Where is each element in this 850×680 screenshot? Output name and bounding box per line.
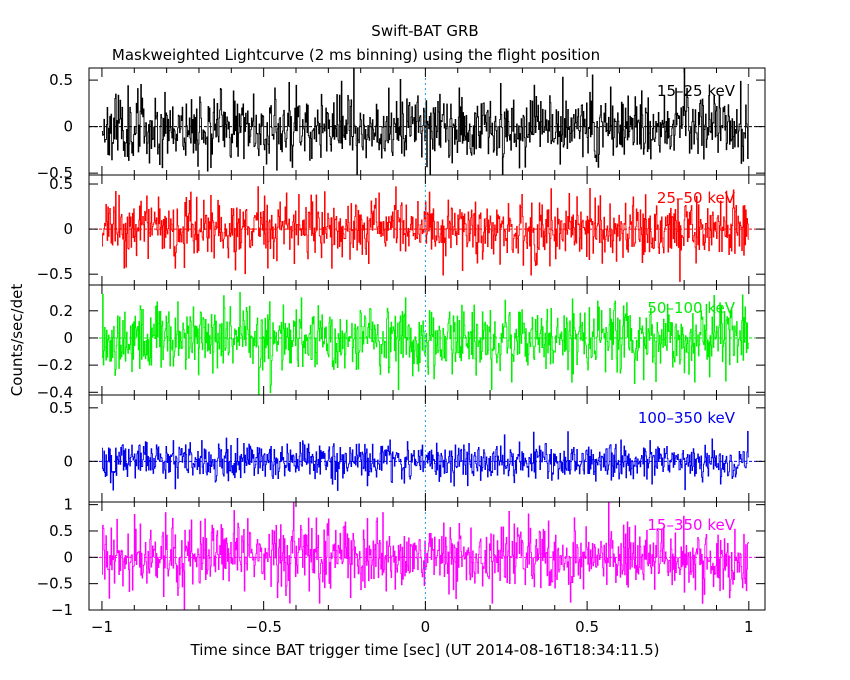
y-tick-label: 0 [63, 329, 73, 347]
panel-5: −1 −0.5 0 0.5 1 15–350 keV [37, 496, 766, 619]
panel-4: 0 0.5 100–350 keV [49, 394, 766, 503]
y-tick-label: −0.4 [37, 383, 73, 401]
y-tick-label: 0 [63, 452, 73, 470]
band-label: 50–100 keV [647, 299, 735, 317]
x-tick-label: −0.5 [245, 618, 281, 636]
chart-subtitle: Maskweighted Lightcurve (2 ms binning) u… [112, 46, 600, 64]
x-tick-label: 0.5 [575, 618, 599, 636]
band-label: 15–350 keV [647, 516, 735, 534]
y-tick-label: 1 [63, 496, 73, 514]
y-tick-label: 0 [63, 118, 73, 136]
panels-group: −0.500.515–25 keV−0.500.525–50 keV−0.4−0… [37, 67, 766, 636]
y-tick-label: 0.5 [49, 175, 73, 193]
y-tick-label: 0.2 [49, 302, 73, 320]
x-tick-label: 0 [421, 618, 431, 636]
band-label: 25–50 keV [657, 189, 736, 207]
x-axis-label: Time since BAT trigger time [sec] (UT 20… [190, 641, 660, 659]
y-tick-label: −0.5 [37, 164, 73, 182]
y-tick-label: 0.5 [49, 522, 73, 540]
band-label: 100–350 keV [638, 409, 736, 427]
band-label: 15–25 keV [657, 82, 736, 100]
y-tick-label: 0 [63, 220, 73, 238]
panel-frame [88, 501, 766, 611]
y-tick-label: 0.5 [49, 71, 73, 89]
chart-title: Swift-BAT GRB [371, 22, 478, 40]
y-tick-label: 0 [63, 548, 73, 566]
x-tick-label: −1 [91, 618, 113, 636]
x-tick-label: 1 [744, 618, 754, 636]
series-line [101, 502, 749, 610]
series-line [101, 68, 749, 175]
panel-3: −0.4 −0.2 0 0.2 50–100 keV [37, 284, 766, 401]
y-tick-label: 0.5 [49, 399, 73, 417]
y-tick-label: −0.5 [37, 265, 73, 283]
y-tick-label: −1 [51, 601, 73, 619]
panel-2: −0.5 0 0.5 25–50 keV [37, 174, 766, 286]
y-tick-label: −0.5 [37, 575, 73, 593]
panel-1: −0.5 0 0.5 15–25 keV [37, 67, 766, 182]
y-tick-label: −0.2 [37, 356, 73, 374]
series-line [101, 186, 749, 282]
y-axis-label: Counts/sec/det [8, 284, 26, 397]
